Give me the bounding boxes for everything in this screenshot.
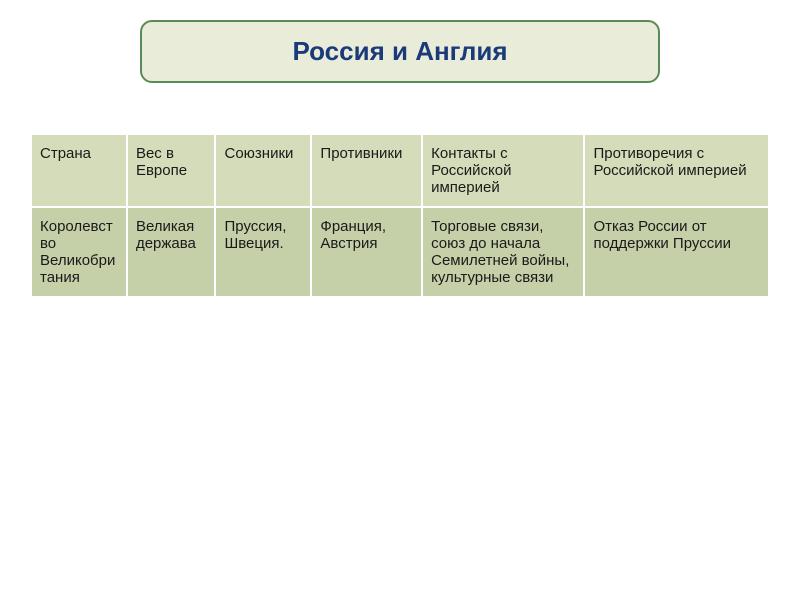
cell-allies: Пруссия, Швеция. bbox=[215, 207, 311, 297]
col-header-allies: Союзники bbox=[215, 134, 311, 207]
title-box: Россия и Англия bbox=[140, 20, 660, 83]
cell-contacts: Торговые связи, союз до начала Семилетне… bbox=[422, 207, 584, 297]
col-header-contradictions: Противоречия с Российской империей bbox=[584, 134, 769, 207]
col-header-country: Страна bbox=[31, 134, 127, 207]
cell-contradictions: Отказ России от поддержки Пруссии bbox=[584, 207, 769, 297]
cell-country: Королевство Великобритания bbox=[31, 207, 127, 297]
page-title: Россия и Англия bbox=[162, 36, 638, 67]
table-row: Королевство Великобритания Великая держа… bbox=[31, 207, 769, 297]
col-header-weight: Вес в Европе bbox=[127, 134, 216, 207]
table-header-row: Страна Вес в Европе Союзники Противники … bbox=[31, 134, 769, 207]
cell-opponents: Франция, Австрия bbox=[311, 207, 422, 297]
comparison-table: Страна Вес в Европе Союзники Противники … bbox=[30, 133, 770, 298]
col-header-contacts: Контакты с Российской империей bbox=[422, 134, 584, 207]
col-header-opponents: Противники bbox=[311, 134, 422, 207]
cell-weight: Великая держава bbox=[127, 207, 216, 297]
